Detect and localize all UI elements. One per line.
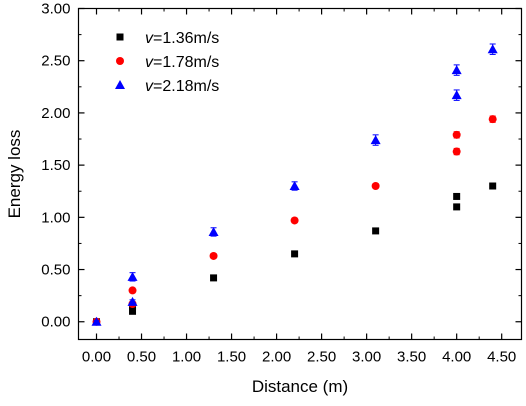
plot-frame <box>77 7 523 341</box>
y-tick-label: 1.50 <box>41 157 70 174</box>
data-point <box>291 250 299 258</box>
data-point <box>127 296 138 306</box>
data-point <box>452 147 461 156</box>
data-series <box>91 43 498 326</box>
x-axis-ticks: 0.00 0.50 1.00 1.50 2.00 2.50 3.00 3.50 4.00 4.50 <box>82 8 516 366</box>
x-tick-label: 0.00 <box>82 349 111 366</box>
x-tick-label: 1.00 <box>172 349 201 366</box>
data-point <box>489 182 497 190</box>
data-point <box>370 135 381 145</box>
x-tick-label: 4.00 <box>442 349 471 366</box>
data-point <box>371 182 380 191</box>
x-tick-label: 1.50 <box>217 349 246 366</box>
x-tick-label: 0.50 <box>127 349 156 366</box>
data-point <box>488 115 497 124</box>
data-point <box>453 203 461 211</box>
series-triangle <box>91 43 498 326</box>
legend-marker <box>115 80 125 89</box>
data-point <box>289 181 300 191</box>
y-tick-label: 0.00 <box>41 314 70 331</box>
y-tick-label: 2.00 <box>41 105 70 122</box>
y-tick-label: 0.50 <box>41 262 70 279</box>
data-point <box>487 44 498 54</box>
series-circle <box>92 115 497 326</box>
y-tick-label: 1.00 <box>41 209 70 226</box>
series-square <box>93 182 497 326</box>
y-tick-label: 3.00 <box>41 1 70 18</box>
x-tick-label: 4.50 <box>487 349 516 366</box>
data-point <box>372 227 380 235</box>
x-tick-label: 2.50 <box>307 349 336 366</box>
data-point <box>91 316 102 326</box>
legend-label: v=2.18m/s <box>145 78 219 95</box>
data-point <box>453 192 461 200</box>
data-point <box>210 274 218 282</box>
data-point <box>209 251 218 260</box>
y-tick-label: 2.50 <box>41 53 70 70</box>
data-point <box>452 130 461 139</box>
legend: v=1.36m/s v=1.78m/s v=2.18m/s <box>115 30 219 95</box>
data-point <box>290 216 299 225</box>
data-point <box>127 271 138 281</box>
y-axis-ticks: 0.00 0.50 1.00 1.50 2.00 2.50 3.00 <box>41 1 522 331</box>
data-point <box>208 226 219 236</box>
data-point <box>451 90 462 100</box>
legend-marker <box>116 57 124 65</box>
y-axis-label: Energy loss <box>5 130 24 219</box>
data-point <box>128 286 137 295</box>
x-tick-label: 2.00 <box>262 349 291 366</box>
legend-label: v=1.36m/s <box>145 30 219 47</box>
x-axis-label: Distance (m) <box>252 377 348 396</box>
data-point <box>451 65 462 75</box>
data-point <box>129 307 137 315</box>
x-tick-label: 3.00 <box>352 349 381 366</box>
legend-label: v=1.78m/s <box>145 54 219 71</box>
x-tick-label: 3.50 <box>397 349 426 366</box>
legend-marker <box>116 33 124 41</box>
